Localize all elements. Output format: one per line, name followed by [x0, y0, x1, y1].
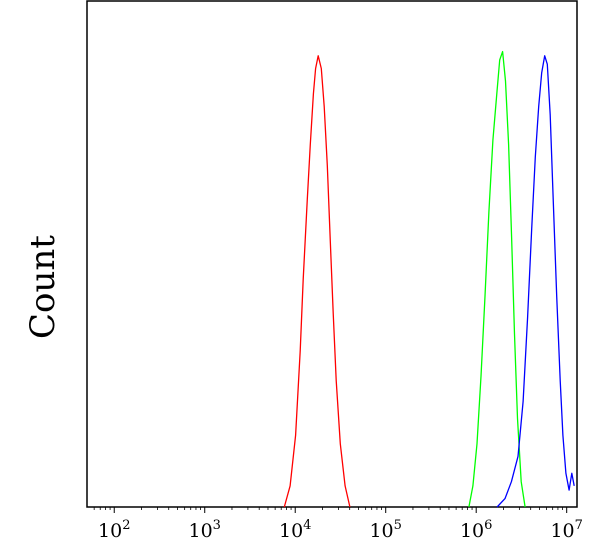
y-axis-title: Count: [23, 235, 63, 339]
x-tick-exponent: 5: [394, 518, 402, 533]
x-tick-label-1: 103: [188, 518, 220, 542]
series-line-2: [468, 50, 526, 508]
plot-frame: [86, 0, 578, 508]
series-line-3: [496, 55, 575, 508]
x-tick-base: 10: [460, 520, 484, 542]
x-tick-exponent: 4: [303, 518, 311, 533]
x-tick-exponent: 7: [575, 518, 583, 533]
series-group: [283, 50, 575, 508]
x-tick-label-4: 106: [460, 518, 492, 542]
x-tick-label-5: 107: [550, 518, 582, 542]
x-tick-exponent: 3: [213, 518, 221, 533]
x-tick-exponent: 6: [484, 518, 492, 533]
x-tick-label-0: 102: [98, 518, 130, 542]
x-tick-base: 10: [550, 520, 574, 542]
x-tick-label-2: 104: [279, 518, 311, 542]
x-axis-ticks: 102 103 104 105 106 107: [93, 507, 583, 542]
series-line-1: [283, 55, 351, 508]
x-tick-base: 10: [369, 520, 393, 542]
x-tick-label-3: 105: [369, 518, 401, 542]
x-tick-base: 10: [98, 520, 122, 542]
x-tick-exponent: 2: [122, 518, 130, 533]
x-tick-base: 10: [279, 520, 303, 542]
x-tick-base: 10: [188, 520, 212, 542]
